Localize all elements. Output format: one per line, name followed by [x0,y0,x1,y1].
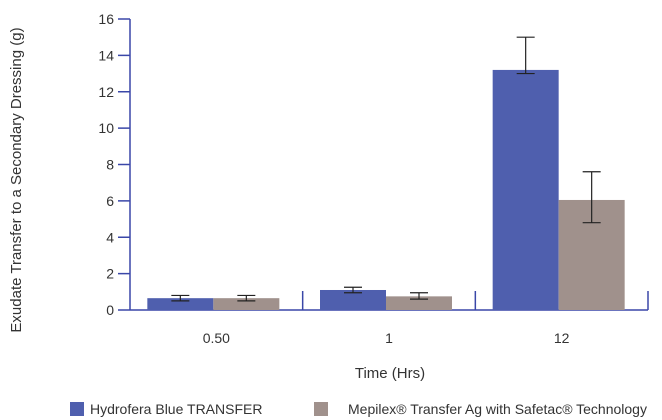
x-axis-title: Time (Hrs) [355,365,425,382]
plot-area: 0 2 4 6 8 10 12 14 16 0.50 1 12 [98,11,649,346]
bar [147,298,214,310]
legend-swatch [314,402,328,416]
y-tick-label: 2 [106,266,114,282]
legend-swatch [70,402,84,416]
y-tick-label: 8 [106,157,114,173]
y-tick-label: 4 [106,229,114,245]
y-tick-label: 14 [98,47,114,63]
x-tick-label: 0.50 [203,330,230,346]
y-tick-label: 16 [98,11,114,27]
bar [492,69,559,310]
x-tick-label: 12 [554,330,570,346]
bar [320,289,386,310]
y-tick-label: 6 [106,193,114,209]
y-axis-title: Exudate Transfer to a Secondary Dressing… [8,27,25,332]
legend-label: Hydrofera Blue TRANSFER [90,401,262,417]
legend: Hydrofera Blue TRANSFER Mepilex® Transfer… [70,401,647,417]
bar [386,296,452,310]
y-tick-label: 12 [98,84,114,100]
x-tick-label: 1 [385,330,393,346]
y-tick-label: 0 [106,302,114,318]
y-tick-label: 10 [98,120,114,136]
legend-label: Mepilex® Transfer Ag with Safetac® Techn… [348,401,647,417]
bar [213,298,280,310]
